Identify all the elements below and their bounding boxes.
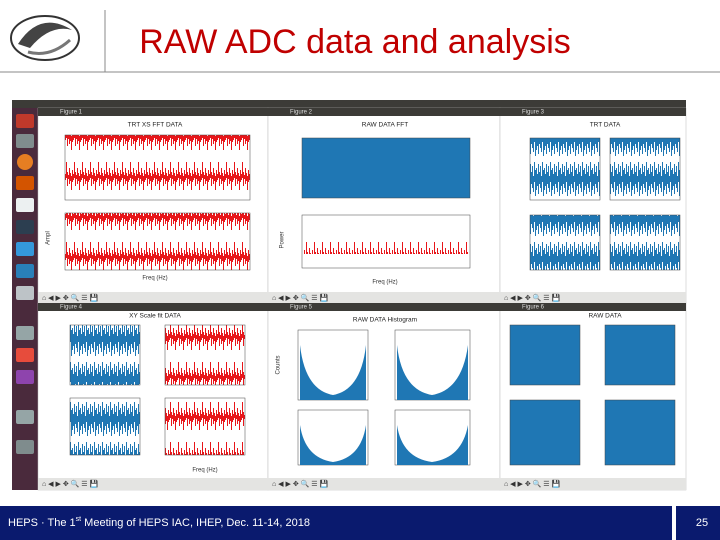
x-axis-label: Freq (Hz) [372, 280, 397, 286]
toolbar-icons: ⌂ ◀ ▶ ✥ 🔍 ☰ 💾 ⌂ ◀ ▶ ✥ 🔍 ☰ 💾 ⌂ ◀ ▶ ✥ 🔍 ☰ 💾 … [42, 293, 561, 488]
page-box [676, 506, 720, 540]
footer-superscript: st [76, 516, 82, 523]
svg-text:⌂ ◀ ▶ ✥ 🔍 ☰ 💾: ⌂ ◀ ▶ ✥ 🔍 ☰ 💾 [42, 293, 99, 302]
plot-title: TRT XS FFT DATA [128, 122, 183, 129]
histogram-shapes [300, 345, 468, 465]
launcher-icons [16, 114, 34, 454]
x-axis-label: Freq (Hz) [142, 276, 167, 282]
footer-text-after: Meeting of HEPS IAC, IHEP, Dec. 11-14, 2… [81, 517, 310, 529]
plot-title: RAW DATA FFT [362, 122, 408, 129]
plot-title: RAW DATA Histogram [353, 317, 417, 324]
svg-text:⌂ ◀ ▶ ✥ 🔍 ☰ 💾: ⌂ ◀ ▶ ✥ 🔍 ☰ 💾 [504, 293, 561, 302]
window-title: Figure 3 [522, 110, 545, 116]
footer-text: HEPS · The 1st Meeting of HEPS IAC, IHEP… [8, 516, 310, 529]
plot-title: XY Scale fit DATA [129, 313, 181, 320]
footer-text-before: HEPS · The 1 [8, 517, 76, 529]
svg-text:⌂ ◀ ▶ ✥ 🔍 ☰ 💾: ⌂ ◀ ▶ ✥ 🔍 ☰ 💾 [42, 479, 99, 488]
plot-title: RAW DATA [588, 313, 622, 320]
window-title: Figure 2 [290, 110, 313, 116]
page-number: 25 [696, 517, 708, 529]
svg-text:⌂ ◀ ▶ ✥ 🔍 ☰ 💾: ⌂ ◀ ▶ ✥ 🔍 ☰ 💾 [272, 479, 329, 488]
screenshot: Figure 1 Figure 2 Figure 3 Figure 4 Figu… [12, 100, 687, 491]
window-title: Figure 5 [290, 305, 313, 311]
x-axis-label: Freq (Hz) [192, 468, 217, 474]
footer-bar [0, 506, 672, 540]
y-axis-label: Power [280, 231, 286, 248]
plot-title: TRT DATA [590, 122, 621, 129]
y-axis-label: Counts [276, 355, 282, 374]
logo [10, 15, 80, 61]
window-title: Figure 1 [60, 110, 83, 116]
y-axis-label: Ampl [46, 231, 52, 245]
svg-text:⌂ ◀ ▶ ✥ 🔍 ☰ 💾: ⌂ ◀ ▶ ✥ 🔍 ☰ 💾 [504, 479, 561, 488]
window-title: Figure 4 [60, 305, 83, 311]
window-title: Figure 6 [522, 305, 545, 311]
svg-text:⌂ ◀ ▶ ✥ 🔍 ☰ 💾: ⌂ ◀ ▶ ✥ 🔍 ☰ 💾 [272, 293, 329, 302]
slide-title: RAW ADC data and analysis [139, 23, 571, 61]
